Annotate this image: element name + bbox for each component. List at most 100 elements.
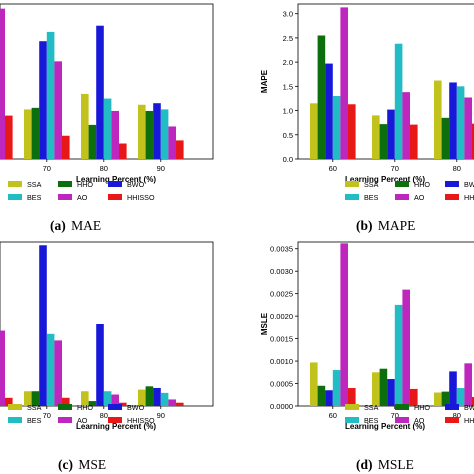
bar-bes <box>46 31 55 159</box>
mape-caption: (b) MAPE <box>356 218 415 233</box>
bar-hho <box>317 35 326 160</box>
bar-hhisso <box>410 388 418 406</box>
y-tick-label: 0.0005 <box>270 380 293 389</box>
legend-swatch-hho <box>58 404 72 410</box>
x-axis-label: Learning Percent (%) <box>345 422 425 431</box>
bar-bwo <box>387 109 395 159</box>
legend-swatch-hho <box>395 181 409 187</box>
bar-bes <box>46 333 55 406</box>
legend-swatch-bwo <box>108 404 122 410</box>
y-axis-label: MSLE <box>260 312 269 335</box>
legend-label-hho: HHO <box>414 180 430 189</box>
legend: SSA HHO BWO BES AO HHISSO <box>8 180 155 202</box>
msle-caption: (d) MSLE <box>356 457 414 472</box>
bar-hhisso <box>176 140 184 159</box>
bar-hho <box>31 107 40 159</box>
bar-hhisso <box>5 115 13 159</box>
legend-swatch-bwo <box>108 181 122 187</box>
legend-label-hhisso: HHISSO <box>464 416 474 425</box>
bar-bes <box>332 96 341 159</box>
legend-label-ao: AO <box>77 416 88 425</box>
bar-ao <box>111 110 119 159</box>
bar-hho <box>317 385 326 406</box>
bar-bes <box>103 391 112 406</box>
x-tick-label: 80 <box>453 164 461 173</box>
y-tick-label: 0.0030 <box>270 267 293 276</box>
legend-label-hho: HHO <box>77 180 93 189</box>
y-tick-label: 3.0 <box>283 10 293 19</box>
y-tick-label: 1.5 <box>283 82 293 91</box>
legend-label-hho: HHO <box>77 403 93 412</box>
bar-ao <box>402 289 410 406</box>
x-tick-label: 60 <box>329 164 337 173</box>
x-tick-label: 90 <box>157 411 165 420</box>
legend-swatch-ao <box>58 417 72 423</box>
bar-bwo <box>153 103 161 159</box>
bar-ao <box>464 363 472 406</box>
legend-swatch-hho <box>395 404 409 410</box>
bar-ao <box>340 7 348 160</box>
bar-hho <box>145 386 154 406</box>
msle-panel: 0.0000 0.0005 0.0010 0.0015 0.0020 0.0025 0.00… <box>260 241 474 431</box>
y-tick-label: 0.5 <box>283 131 293 140</box>
mae-caption: (a) MAE <box>50 218 101 233</box>
bar-bwo <box>325 390 333 406</box>
bar-bes <box>456 86 465 159</box>
x-axis-label: Learning Percent (%) <box>345 175 425 184</box>
bar-bes <box>160 392 169 406</box>
bar-hhisso <box>119 402 127 406</box>
bar-hho <box>441 391 450 406</box>
bar-ao <box>168 399 176 406</box>
bar-bwo <box>39 41 47 160</box>
y-axis-label: MAPE <box>260 69 269 93</box>
x-tick-label: 60 <box>329 411 337 420</box>
legend-swatch-hhisso <box>445 417 459 423</box>
bar-ssa <box>310 103 318 159</box>
bar-hhisso <box>348 388 356 406</box>
bar-ao <box>340 243 348 406</box>
y-tick-label: 0.0035 <box>270 245 293 254</box>
bar-hhisso <box>348 104 356 159</box>
bar-bwo <box>96 324 104 406</box>
bar-ao <box>402 92 410 159</box>
y-tick-label: 2.0 <box>283 58 293 67</box>
legend-swatch-ssa <box>8 404 22 410</box>
legend-swatch-bwo <box>445 181 459 187</box>
legend-label-bes: BES <box>364 416 379 425</box>
x-tick-label: 70 <box>391 164 399 173</box>
bar-ao <box>54 61 62 159</box>
legend-swatch-hhisso <box>108 194 122 200</box>
bar-bwo <box>153 387 161 406</box>
x-tick-label: 90 <box>157 164 165 173</box>
x-tick-label: 80 <box>453 411 461 420</box>
bar-hhisso <box>472 123 474 159</box>
bar-ssa <box>138 104 146 159</box>
bar-ssa <box>372 115 380 159</box>
bar-hho <box>379 124 388 160</box>
y-tick-label: 0.0025 <box>270 290 293 299</box>
bar-bwo <box>39 245 47 406</box>
bar-bes <box>394 43 403 159</box>
y-tick-label: 0.0020 <box>270 312 293 321</box>
legend-label-hhisso: HHISSO <box>127 193 155 202</box>
bar-bwo <box>449 371 457 406</box>
y-tick-label: 0.0 <box>283 155 293 164</box>
legend-label-ao: AO <box>414 416 425 425</box>
legend-label-ssa: SSA <box>27 403 42 412</box>
bar-ssa <box>24 391 32 406</box>
bar-bes <box>103 98 112 159</box>
bar-hho <box>88 124 97 159</box>
legend-swatch-bes <box>345 194 359 200</box>
legend-label-bes: BES <box>27 416 42 425</box>
y-tick-label: 0.0000 <box>270 402 293 411</box>
bar-ssa <box>138 389 146 406</box>
legend-label-ssa: SSA <box>364 403 379 412</box>
bar-hhisso <box>176 402 184 406</box>
legend-swatch-hhisso <box>445 194 459 200</box>
bar-bes <box>332 370 341 406</box>
legend-swatch-ao <box>58 194 72 200</box>
legend-swatch-ssa <box>345 181 359 187</box>
bar-ssa <box>24 109 32 159</box>
y-tick-label: 1.0 <box>283 107 293 116</box>
